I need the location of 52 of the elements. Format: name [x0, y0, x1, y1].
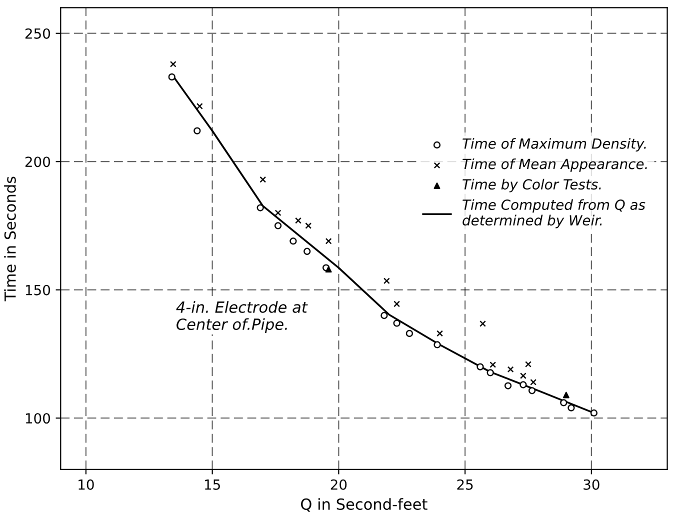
legend-label: Time by Color Tests.: [462, 178, 601, 192]
y-tick-label: 200: [25, 156, 50, 168]
point: [568, 404, 575, 412]
point: [194, 127, 201, 134]
y-tick-label: 150: [26, 284, 50, 296]
point: [486, 369, 494, 376]
point: [490, 362, 496, 368]
point: [274, 222, 282, 230]
legend-label: Time Computed from Q as determined by Weir.: [462, 199, 646, 228]
annotation: 4-in. Electrode at Center of.Pipe.: [176, 301, 308, 333]
point: [590, 409, 598, 417]
point: [562, 392, 570, 398]
x-tick-label: 15: [205, 480, 220, 490]
point: [393, 320, 400, 327]
point: [525, 361, 532, 368]
point: [295, 217, 302, 224]
point: [406, 330, 414, 338]
point: [260, 176, 266, 183]
x-tick-label: 10: [78, 479, 94, 490]
y-axis-title: Time in Seconds: [4, 176, 16, 302]
point: [480, 320, 486, 327]
point: [520, 381, 527, 388]
point: [380, 312, 388, 320]
point: [196, 102, 203, 110]
x-axis-title: Q in Second-feet: [301, 498, 428, 512]
point: [504, 382, 512, 390]
point: [170, 60, 176, 68]
point: [290, 238, 297, 245]
point: [168, 73, 176, 81]
legend-label: Time of Mean Appearance.: [462, 158, 647, 172]
x-tick-label: 30: [584, 479, 600, 490]
point: [383, 278, 390, 284]
point: [520, 372, 526, 379]
point: [528, 387, 536, 394]
point: [476, 363, 484, 370]
point: [434, 341, 441, 348]
y-tick-label: 100: [26, 413, 50, 424]
point: [304, 248, 311, 255]
x-tick-label: 25: [457, 479, 473, 490]
legend-label: Time of Maximum Density.: [462, 138, 646, 152]
y-tick-label: 250: [25, 28, 50, 39]
point: [274, 210, 282, 216]
point: [436, 330, 444, 337]
x-tick-label: 20: [330, 479, 347, 490]
point: [325, 238, 332, 244]
point: [305, 222, 312, 229]
point: [507, 366, 514, 373]
point: [560, 399, 568, 406]
point: [530, 378, 537, 386]
point: [394, 300, 400, 308]
point: [325, 266, 332, 273]
point: [256, 204, 264, 212]
